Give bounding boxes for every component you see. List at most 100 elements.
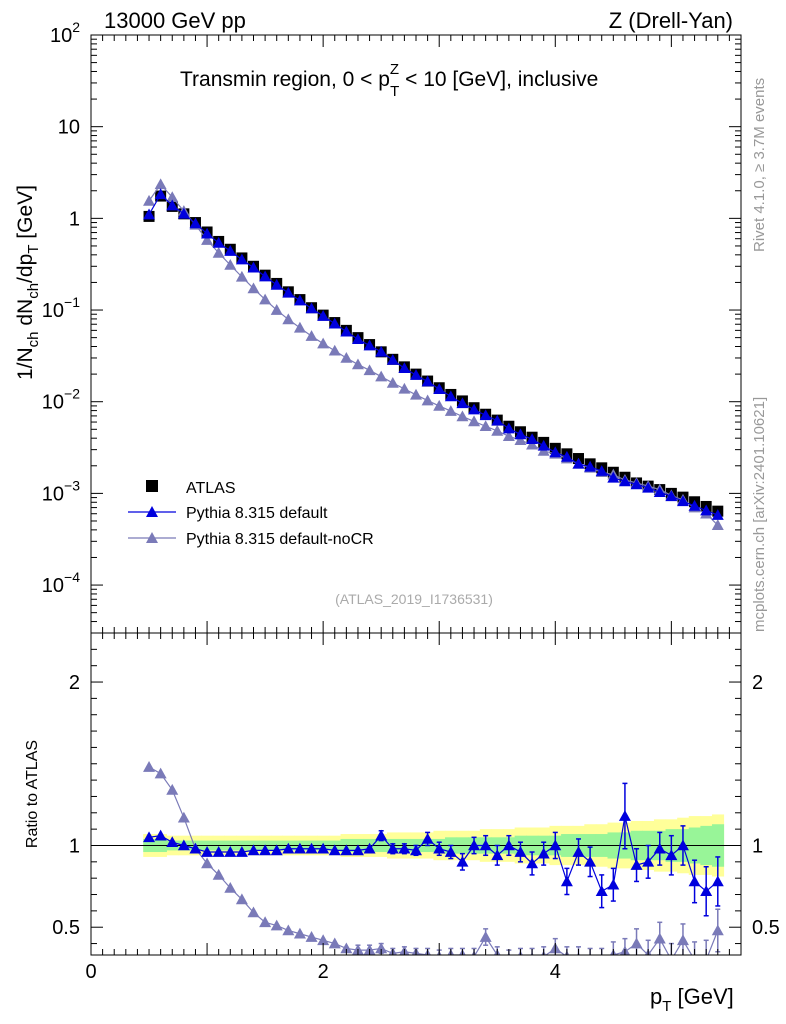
main-point-default	[653, 486, 666, 498]
ratio-point-default	[537, 847, 550, 859]
main-line-default	[148, 193, 719, 516]
title-pre: Transmin region, 0 < p	[180, 68, 390, 91]
x-tick-label: 2	[318, 961, 329, 983]
ratio-point-nocr	[670, 953, 672, 955]
ratio-panel: 0.5 0.5 1 1 2 2 0 2 4 Ratio to ATLAS pT [GeV]	[24, 632, 780, 1015]
ratio-point-nocr	[259, 916, 272, 928]
ratio-point-default	[584, 855, 597, 867]
ratio-point-default	[676, 839, 689, 851]
xlabel-part-2: [GeV]	[671, 984, 733, 1009]
main-point-default	[317, 310, 330, 321]
main-point-nocr	[479, 420, 492, 432]
ratio-point-nocr	[653, 932, 666, 944]
ratio-point-nocr	[328, 937, 341, 949]
ratio-point-default	[456, 855, 469, 867]
ratio-tick-labels: 0.5 0.5 1 1 2 2 0 2 4	[52, 672, 780, 983]
main-y-tick-label: 102	[50, 19, 80, 47]
main-point-nocr	[340, 351, 353, 363]
tick-base: 10	[42, 392, 64, 414]
ratio-ylabel: Ratio to ATLAS	[24, 740, 41, 848]
ratio-point-nocr	[166, 783, 179, 795]
ratio-frame	[90, 632, 742, 956]
ratio-point-default	[340, 844, 353, 856]
main-y-tick-label: 10−1	[42, 294, 80, 322]
main-point-default	[560, 450, 573, 462]
ratio-y-tick-label-right: 2	[752, 672, 763, 694]
main-point-nocr	[526, 438, 539, 450]
main-point-default	[688, 499, 701, 511]
main-point-default	[351, 333, 364, 345]
main-point-default	[433, 383, 446, 394]
main-point-default	[584, 460, 597, 472]
ylabel-part-2: dN	[14, 299, 37, 332]
main-point-nocr	[317, 337, 330, 349]
header-right: Z (Drell-Yan)	[609, 8, 733, 33]
ratio-point-nocr	[375, 942, 388, 954]
ratio-point-default	[177, 839, 190, 851]
ratio-point-default	[642, 855, 655, 867]
main-point-default	[189, 217, 202, 229]
title-sub: T	[390, 83, 399, 100]
main-point-default	[270, 278, 283, 290]
ratio-point-default	[560, 875, 573, 887]
ratio-y-tick-label-left: 1	[69, 835, 80, 857]
ratio-series	[143, 761, 724, 955]
legend-marker-atlas	[146, 480, 158, 492]
main-point-default	[201, 227, 214, 239]
ratio-point-default	[386, 842, 399, 854]
main-point-default	[375, 345, 388, 357]
main-line-nocr	[148, 183, 719, 526]
main-point-nocr	[711, 519, 724, 530]
main-ylabel: 1/Nch dNch/dpT [GeV]	[14, 185, 42, 380]
main-point-nocr	[421, 394, 434, 406]
main-point-default	[282, 286, 295, 298]
legend-marker-nocr	[146, 532, 158, 543]
ratio-point-default	[259, 844, 272, 856]
main-point-default	[154, 188, 167, 200]
ratio-point-nocr	[270, 919, 283, 931]
main-point-default	[293, 294, 306, 306]
ratio-point-default	[688, 875, 701, 887]
main-point-nocr	[143, 194, 156, 206]
ratio-point-nocr	[177, 811, 190, 823]
ratio-point-default	[212, 846, 225, 857]
main-point-default	[526, 433, 539, 444]
legend-label-default: Pythia 8.315 default	[186, 505, 328, 522]
main-point-default	[386, 354, 399, 365]
tick-exp: −1	[64, 294, 80, 310]
x-tick-label: 0	[85, 961, 96, 983]
legend-label-nocr: Pythia 8.315 default-noCR	[186, 531, 374, 548]
main-point-nocr	[270, 304, 283, 315]
xlabel-part-1: T	[662, 998, 671, 1015]
ratio-point-default	[468, 839, 481, 851]
main-point-default	[537, 439, 550, 451]
ratio-point-nocr	[235, 893, 248, 905]
ratio-point-default	[444, 846, 457, 857]
tick-exp: −3	[64, 477, 80, 493]
ratio-point-default	[235, 846, 248, 857]
ratio-point-default	[270, 844, 283, 856]
ratio-point-default	[189, 842, 202, 854]
main-point-default	[642, 481, 655, 493]
legend: ATLAS Pythia 8.315 default Pythia 8.315 …	[128, 480, 374, 548]
ratio-point-nocr	[143, 761, 156, 772]
main-point-default	[212, 236, 225, 248]
main-point-default	[177, 207, 190, 219]
ratio-point-default	[351, 844, 364, 856]
legend-marker-default	[146, 506, 158, 517]
ratio-point-default	[607, 878, 620, 890]
ratio-point-nocr	[247, 906, 260, 918]
ratio-point-default	[154, 829, 167, 841]
main-y-tick-label: 10	[58, 117, 80, 139]
main-point-nocr	[212, 246, 225, 258]
main-point-default	[676, 495, 689, 507]
ratio-point-default	[410, 844, 422, 856]
ratio-point-default	[502, 839, 515, 851]
ratio-point-nocr	[212, 868, 225, 880]
ratio-point-default	[143, 831, 156, 843]
main-point-default	[618, 475, 631, 487]
main-point-default	[549, 446, 562, 458]
ratio-point-default	[421, 832, 434, 844]
ratio-point-default	[618, 810, 631, 821]
rivet-label: Rivet 4.1.0, ≥ 3.7M events	[751, 78, 768, 252]
